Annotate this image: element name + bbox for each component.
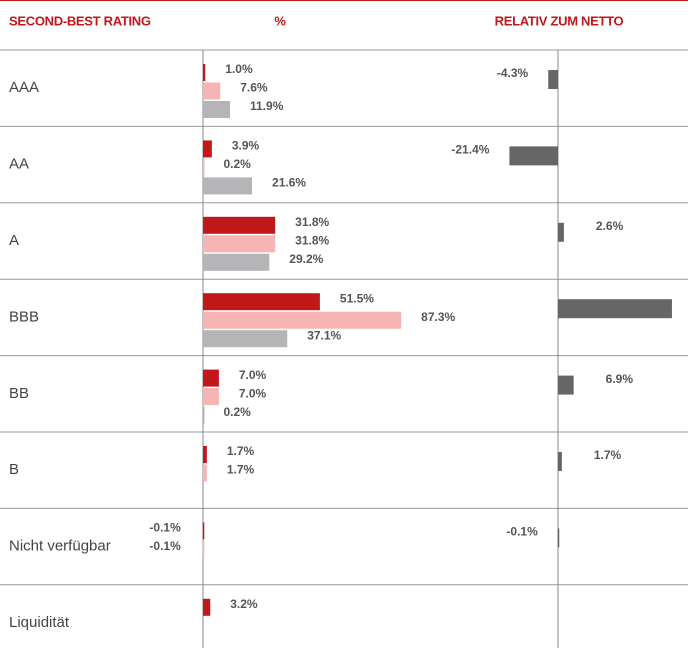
bar: [203, 293, 320, 311]
category-label: AAA: [9, 79, 39, 96]
column-header: RELATIV ZUM NETTO: [495, 13, 624, 28]
value-label: 31.8%: [295, 215, 329, 229]
bar: [203, 598, 211, 616]
relative-bar: [548, 70, 558, 89]
bar: [203, 330, 288, 348]
value-label: 0.2%: [223, 157, 251, 171]
value-label: 21.6%: [272, 176, 306, 190]
relative-bar: [509, 146, 558, 166]
bar: [203, 158, 205, 176]
value-label: 51.5%: [340, 291, 374, 305]
value-label: 11.9%: [250, 99, 284, 113]
value-label: 3.2%: [230, 597, 258, 611]
category-label: BBB: [9, 308, 39, 325]
value-label: 29.2%: [289, 252, 323, 266]
value-label: 37.1%: [307, 328, 341, 342]
value-label: 1.7%: [227, 444, 255, 458]
value-label: 0.2%: [223, 405, 251, 419]
value-label: 1.7%: [227, 463, 255, 477]
category-label: Liquidität: [9, 614, 70, 631]
value-label: 31.8%: [295, 233, 329, 247]
value-label: -0.1%: [506, 525, 538, 539]
value-label: 7.0%: [239, 386, 267, 400]
category-label: AA: [9, 156, 29, 173]
value-label: 6.9%: [606, 372, 634, 386]
value-label: 87.3%: [421, 310, 455, 324]
column-header: SECOND-BEST RATING: [9, 13, 151, 28]
category-label: B: [9, 461, 19, 478]
bar: [203, 311, 402, 329]
value-label: -0.1%: [149, 521, 181, 535]
relative-bar: [557, 528, 560, 548]
value-label: 1.7%: [594, 448, 622, 462]
category-label: Nicht verfügbar: [9, 538, 111, 555]
category-label: A: [9, 232, 19, 249]
value-label: 3.9%: [232, 139, 260, 153]
value-label: 2.6%: [596, 219, 624, 233]
value-label: -4.3%: [497, 66, 529, 80]
bar: [203, 406, 205, 424]
bar: [202, 540, 205, 558]
category-label: BB: [9, 385, 29, 402]
relative-bar: [558, 299, 672, 319]
relative-bar: [558, 375, 574, 395]
bar: [203, 369, 219, 387]
value-label: 7.0%: [239, 368, 267, 382]
bar: [203, 177, 253, 195]
relative-bar: [558, 452, 562, 471]
bar: [203, 446, 207, 463]
value-label: 7.6%: [240, 81, 268, 95]
value-label: 1.0%: [225, 62, 253, 76]
bar: [203, 140, 212, 158]
bar: [203, 253, 270, 271]
bar: [203, 101, 231, 118]
relative-bar: [558, 222, 564, 242]
bar: [203, 216, 276, 234]
bar: [203, 82, 221, 100]
bar: [203, 64, 206, 81]
value-label: -0.1%: [149, 539, 181, 553]
bar: [203, 235, 276, 253]
column-header: %: [274, 13, 286, 28]
bar: [203, 388, 219, 406]
bar: [203, 464, 207, 482]
bar: [202, 522, 205, 540]
value-label: -21.4%: [451, 143, 489, 157]
